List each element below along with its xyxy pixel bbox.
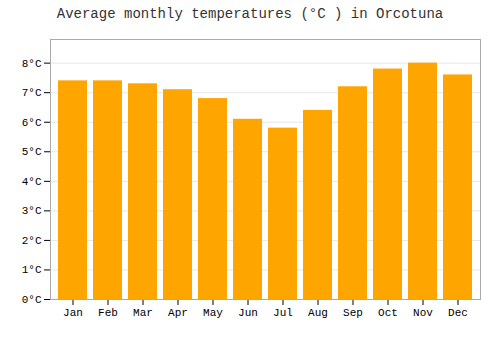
svg-text:Sep: Sep <box>343 307 363 319</box>
html-text:Average monthly temperatures (: Average monthly temperatures (°C ) in Or… <box>56 6 444 22</box>
svg-text:Nov: Nov <box>413 307 433 319</box>
svg-text:Apr: Apr <box>168 307 188 319</box>
svg-text:4°C: 4°C <box>22 176 42 188</box>
svg-text:Feb: Feb <box>98 307 118 319</box>
svg-text:Jan: Jan <box>63 307 83 319</box>
svg-text:Aug: Aug <box>308 307 328 319</box>
svg-text:8°C: 8°C <box>22 58 42 70</box>
svg-text:Oct: Oct <box>378 307 398 319</box>
svg-text:6°C: 6°C <box>22 117 42 129</box>
svg-text:May: May <box>203 307 223 319</box>
svg-text:5°C: 5°C <box>22 146 42 158</box>
svg-text:Jun: Jun <box>238 307 258 319</box>
svg-text:1°C: 1°C <box>22 264 42 276</box>
svg-text:Dec: Dec <box>448 307 468 319</box>
svg-text:2°C: 2°C <box>22 235 42 247</box>
svg-text:0°C: 0°C <box>22 294 42 306</box>
svg-text:3°C: 3°C <box>22 205 42 217</box>
svg-text:Mar: Mar <box>133 307 153 319</box>
svg-text:7°C: 7°C <box>22 87 42 99</box>
svg-text:Jul: Jul <box>273 307 293 319</box>
